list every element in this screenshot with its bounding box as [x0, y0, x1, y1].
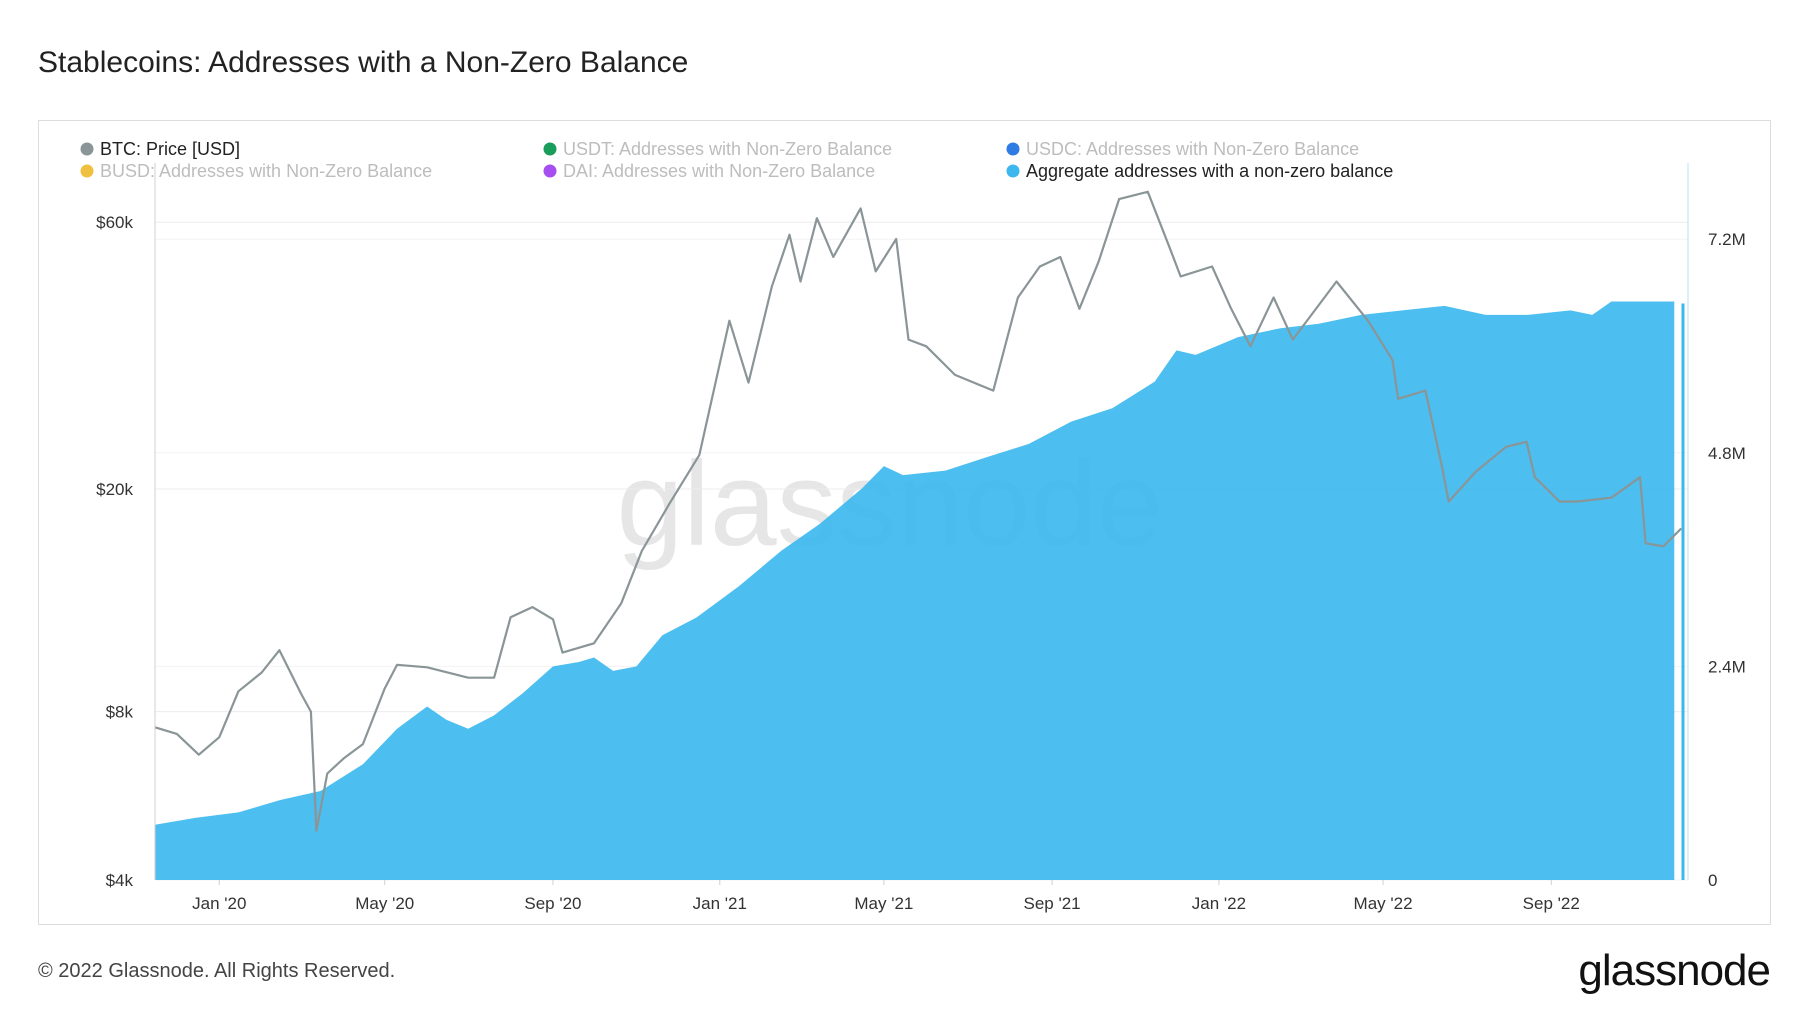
btc-price-line — [154, 190, 1682, 832]
x-tick-label: May '21 — [854, 894, 913, 913]
x-tick-label: Jan '20 — [192, 894, 246, 913]
y-left-tick-label: $60k — [96, 213, 133, 232]
legend-item-label[interactable]: USDC: Addresses with Non-Zero Balance — [1026, 139, 1359, 159]
legend-item-label[interactable]: DAI: Addresses with Non-Zero Balance — [563, 161, 875, 181]
x-tick-label: Sep '22 — [1523, 894, 1580, 913]
copyright-footer: © 2022 Glassnode. All Rights Reserved. — [38, 960, 396, 982]
legend-marker-dot — [80, 164, 94, 178]
chart-frame — [38, 120, 1771, 925]
x-tick-label: Sep '21 — [1024, 894, 1081, 913]
legend-marker-dot — [1006, 142, 1020, 156]
y-left-tick-label: $4k — [106, 871, 134, 890]
legend: BTC: Price [USD] USDT: Addresses with Non… — [80, 139, 1393, 181]
legend-marker-dot — [543, 164, 557, 178]
btc-price-line-series — [154, 190, 1682, 832]
aggregate-area — [155, 301, 1675, 880]
y-right-tick-label: 4.8M — [1708, 444, 1746, 463]
legend-marker-dot — [80, 142, 94, 156]
y-left-tick-label: $20k — [96, 480, 133, 499]
x-tick-label: Jan '21 — [693, 894, 747, 913]
x-tick-label: Jan '22 — [1192, 894, 1246, 913]
legend-marker-dot — [1006, 164, 1020, 178]
legend-marker-dot — [543, 142, 557, 156]
x-tick-label: May '20 — [355, 894, 414, 913]
aggregate-area-series — [155, 301, 1685, 880]
y-right-tick-label: 7.2M — [1708, 230, 1746, 249]
legend-item-label[interactable]: USDT: Addresses with Non-Zero Balance — [563, 139, 892, 159]
y-left-tick-label: $8k — [106, 703, 134, 722]
x-tick-label: Sep '20 — [524, 894, 581, 913]
x-tick-label: May '22 — [1354, 894, 1413, 913]
legend-item-label[interactable]: Aggregate addresses with a non-zero bala… — [1026, 161, 1393, 181]
page-title: Stablecoins: Addresses with a Non-Zero B… — [38, 46, 689, 79]
legend-item-label[interactable]: BUSD: Addresses with Non-Zero Balance — [100, 161, 432, 181]
y-right-tick-label: 2.4M — [1708, 657, 1746, 676]
axes: $4k $8k $20k $60k 0 2.4M 4.8M 7.2M Jan '20 May '2… — [96, 163, 1746, 913]
glassnode-logo: glassnode — [1578, 946, 1771, 995]
legend-item-label[interactable]: BTC: Price [USD] — [100, 139, 240, 159]
y-right-tick-label: 0 — [1708, 871, 1717, 890]
